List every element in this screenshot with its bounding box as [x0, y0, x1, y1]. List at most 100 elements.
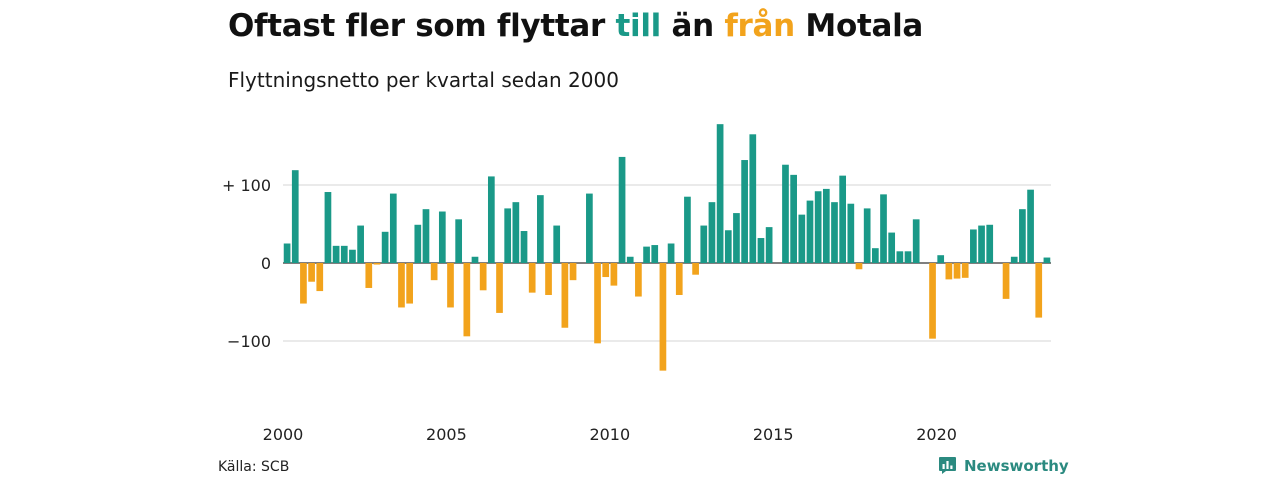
brand-logo[interactable]: Newsworthy	[938, 456, 1069, 475]
bar-2022K2	[1010, 256, 1018, 263]
bar-2017K2	[847, 203, 855, 263]
bar-2004K3	[430, 263, 438, 281]
bar-2021K3	[986, 224, 994, 263]
bar-2000K4	[308, 263, 315, 282]
bar-2013K1	[708, 202, 716, 263]
bar-2005K1	[447, 263, 454, 308]
bar-2017K1	[839, 175, 847, 263]
chart-subtitle: Flyttningsnetto per kvartal sedan 2000	[228, 68, 619, 92]
bar-2001K1	[316, 263, 324, 292]
bar-2021K1	[970, 229, 977, 263]
bar-2020K4	[961, 263, 969, 278]
bar-chart: + 100 0 −100 2000 2005 2010 2015 2020	[222, 124, 1051, 444]
bar-2016K3	[822, 188, 830, 263]
bar-2005K2	[455, 219, 463, 263]
y-tick-label: + 100	[222, 176, 271, 195]
bar-2023K1	[1035, 263, 1043, 318]
x-tick-label: 2010	[589, 425, 630, 444]
bar-2012K4	[700, 225, 708, 263]
x-tick-label: 2015	[753, 425, 794, 444]
bar-2009K4	[602, 263, 610, 278]
x-axis: 2000 2005 2010 2015 2020	[263, 425, 957, 444]
bar-2021K2	[978, 225, 985, 263]
bar-2014K3	[757, 238, 765, 263]
bar-2014K1	[741, 160, 748, 263]
bar-2006K1	[479, 263, 487, 291]
y-axis: + 100 0 −100	[222, 176, 271, 351]
bar-2012K3	[692, 263, 699, 275]
bar-2011K2	[651, 245, 659, 263]
x-tick-label: 2005	[426, 425, 467, 444]
bar-2005K4	[471, 256, 479, 263]
bar-2018K3	[888, 232, 896, 263]
bar-2001K2	[324, 192, 332, 263]
bar-2020K3	[953, 263, 961, 279]
bar-2019K2	[912, 219, 920, 263]
bar-2003K4	[406, 263, 413, 304]
bar-2015K3	[790, 174, 797, 263]
bar-2009K2	[586, 193, 593, 263]
bar-2012K1	[675, 263, 683, 295]
bar-2003K2	[389, 193, 397, 263]
bar-2004K2	[422, 209, 430, 263]
bar-2016K2	[814, 191, 822, 263]
title-fran: från	[724, 8, 795, 44]
bar-2013K3	[724, 230, 732, 263]
bar-2022K3	[1019, 209, 1026, 263]
bar-2015K2	[782, 164, 789, 263]
bar-2010K2	[618, 156, 626, 263]
bar-2012K2	[684, 196, 691, 263]
title-till: till	[615, 8, 661, 44]
bar-2004K4	[438, 211, 446, 263]
bar-2011K3	[659, 263, 667, 371]
x-tick-label: 2020	[916, 425, 957, 444]
bar-2011K1	[643, 246, 650, 263]
bar-2000K2	[291, 170, 299, 263]
bar-chart-icon	[938, 456, 957, 475]
bar-2010K1	[610, 263, 618, 286]
y-tick-label: 0	[261, 254, 271, 273]
bar-2022K1	[1002, 263, 1010, 299]
bar-2001K3	[332, 245, 340, 263]
bar-2002K1	[349, 249, 356, 263]
bar-2002K2	[357, 225, 364, 263]
bar-2010K4	[635, 263, 642, 297]
bar-2005K3	[463, 263, 471, 337]
bar-2006K4	[504, 208, 512, 263]
title-part1: Oftast fler som flyttar	[228, 8, 616, 44]
bar-2001K4	[340, 245, 348, 263]
bar-undefined	[1043, 257, 1051, 263]
bar-2020K2	[945, 263, 953, 280]
brand-name: Newsworthy	[964, 456, 1069, 475]
bar-2013K2	[716, 124, 724, 263]
bar-2000K3	[300, 263, 307, 304]
bar-2000K1	[283, 243, 291, 263]
bar-2018K4	[896, 251, 904, 263]
x-tick-label: 2000	[263, 425, 304, 444]
bar-2018K2	[880, 194, 887, 263]
bar-2013K4	[733, 213, 740, 263]
bar-2010K3	[626, 256, 634, 263]
bar-2006K2	[487, 176, 495, 263]
bar-2020K1	[937, 255, 945, 263]
bar-2019K1	[904, 251, 912, 263]
bar-2002K4	[373, 263, 381, 265]
bar-2003K3	[398, 263, 405, 308]
bar-2017K4	[863, 208, 871, 263]
bar-2017K3	[855, 263, 863, 270]
title-part2: än	[660, 8, 725, 44]
title-part3: Motala	[794, 8, 924, 44]
bar-2007K3	[528, 263, 536, 293]
bar-2022K4	[1027, 189, 1034, 263]
bar-2007K1	[512, 202, 520, 263]
bar-2016K4	[831, 202, 838, 263]
bar-2008K4	[569, 263, 577, 281]
bar-2014K2	[749, 134, 757, 263]
bar-2006K3	[496, 263, 503, 313]
bar-2009K3	[594, 263, 601, 344]
bar-2008K3	[561, 263, 569, 328]
bar-2016K1	[806, 200, 814, 263]
bar-2008K1	[545, 263, 552, 295]
bar-2003K1	[381, 231, 389, 263]
bar-2019K4	[929, 263, 936, 339]
